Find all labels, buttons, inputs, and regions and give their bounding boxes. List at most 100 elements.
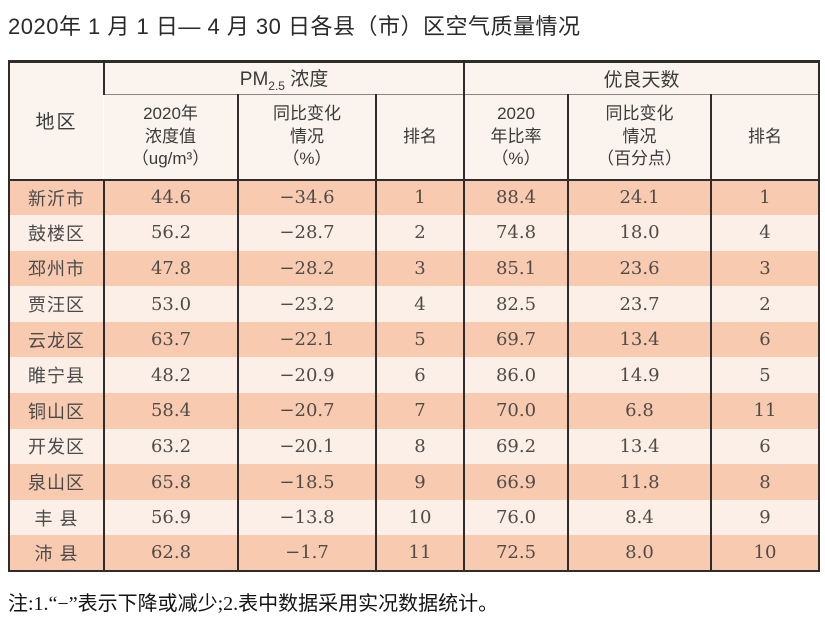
pm-value-cell: 63.2: [103, 428, 238, 465]
col-header-good-rank: 排名: [709, 94, 820, 181]
pm-change-cell: −28.2: [237, 250, 376, 287]
good-rank-cell: 9: [709, 499, 820, 536]
region-cell: 丰 县: [9, 499, 104, 536]
good-rate-cell: 85.1: [463, 250, 568, 287]
region-cell: 云龙区: [9, 321, 104, 358]
good-change-cell: 24.1: [567, 179, 711, 216]
good-rate-cell: 69.2: [463, 428, 568, 465]
pm-change-cell: −13.8: [237, 499, 376, 536]
good-rate-cell: 88.4: [463, 179, 568, 216]
table-row: 新沂市 44.6 −34.6 1 88.4 24.1 1: [9, 179, 820, 216]
pm-value-cell: 65.8: [103, 464, 238, 500]
table-row: 铜山区 58.4 −20.7 7 70.0 6.8 11: [9, 393, 820, 429]
col-header-pm-change: 同比变化 情况 （%）: [237, 94, 376, 181]
region-cell: 鼓楼区: [9, 215, 104, 251]
region-cell: 新沂市: [9, 179, 104, 216]
good-change-cell: 14.9: [567, 357, 711, 394]
pm-change-cell: −20.1: [237, 428, 376, 465]
region-cell: 铜山区: [9, 393, 104, 429]
good-rank-cell: 2: [709, 286, 820, 322]
pm-value-cell: 47.8: [103, 250, 238, 287]
pm-change-cell: −18.5: [237, 464, 376, 500]
good-rank-cell: 8: [709, 464, 820, 500]
pm-rank-cell: 7: [375, 393, 464, 429]
table-row: 邳州市 47.8 −28.2 3 85.1 23.6 3: [9, 250, 820, 287]
table-row: 睢宁县 48.2 −20.9 6 86.0 14.9 5: [9, 357, 820, 394]
good-change-cell: 8.4: [567, 499, 711, 536]
pm-rank-cell: 5: [375, 321, 464, 358]
table-body: 新沂市 44.6 −34.6 1 88.4 24.1 1 鼓楼区 56.2 −2…: [9, 179, 820, 572]
good-rate-cell: 76.0: [463, 499, 568, 536]
pm-value-cell: 62.8: [103, 535, 238, 572]
good-change-cell: 23.7: [567, 286, 711, 322]
pm-rank-cell: 1: [375, 179, 464, 216]
good-rate-cell: 70.0: [463, 393, 568, 429]
region-cell: 开发区: [9, 428, 104, 465]
good-rate-cell: 86.0: [463, 357, 568, 394]
good-rank-cell: 4: [709, 215, 820, 251]
good-rank-cell: 5: [709, 357, 820, 394]
table-row: 云龙区 63.7 −22.1 5 69.7 13.4 6: [9, 321, 820, 358]
table-row: 开发区 63.2 −20.1 8 69.2 13.4 6: [9, 428, 820, 465]
col-header-good-change: 同比变化 情况 （百分点）: [567, 94, 711, 181]
good-change-cell: 6.8: [567, 393, 711, 429]
col-header-region: 地区: [9, 61, 104, 181]
table-row: 沛 县 62.8 −1.7 11 72.5 8.0 10: [9, 535, 820, 572]
pm-value-cell: 58.4: [103, 393, 238, 429]
good-rank-cell: 1: [709, 179, 820, 216]
pm-change-cell: −28.7: [237, 215, 376, 251]
table-row: 丰 县 56.9 −13.8 10 76.0 8.4 9: [9, 499, 820, 536]
col-group-pm25: PM2.5 浓度: [103, 61, 464, 95]
good-rate-cell: 66.9: [463, 464, 568, 500]
good-rank-cell: 6: [709, 321, 820, 358]
pm-change-cell: −34.6: [237, 179, 376, 216]
col-header-pm-value: 2020年 浓度值 （ug/m³）: [104, 94, 238, 181]
region-cell: 睢宁县: [9, 357, 104, 394]
good-change-cell: 8.0: [567, 535, 711, 572]
header-sub-row: 2020年 浓度值 （ug/m³） 同比变化 情况 （%） 排名 2020 年比…: [9, 94, 820, 181]
good-rate-cell: 74.8: [463, 215, 568, 251]
good-rank-cell: 11: [709, 393, 820, 429]
pm-change-cell: −20.9: [237, 357, 376, 394]
pm25-subscript: 2.5: [268, 78, 285, 93]
pm-value-cell: 44.6: [103, 179, 238, 216]
pm-value-cell: 56.2: [103, 215, 238, 251]
pm-rank-cell: 8: [375, 428, 464, 465]
good-change-cell: 18.0: [567, 215, 711, 251]
good-rank-cell: 10: [709, 535, 820, 572]
pm-rank-cell: 11: [375, 535, 464, 572]
header-group-row: 地区 PM2.5 浓度 优良天数: [9, 61, 820, 181]
page-title: 2020年 1 月 1 日— 4 月 30 日各县（市）区空气质量情况: [8, 14, 581, 39]
pm-rank-cell: 9: [375, 464, 464, 500]
region-cell: 邳州市: [9, 250, 104, 287]
pm-value-cell: 48.2: [103, 357, 238, 394]
good-change-cell: 11.8: [567, 464, 711, 500]
good-change-cell: 13.4: [567, 428, 711, 465]
region-cell: 沛 县: [9, 535, 104, 572]
table-row: 泉山区 65.8 −18.5 9 66.9 11.8 8: [9, 464, 820, 500]
pm-change-cell: −1.7: [237, 535, 376, 572]
pm25-suffix: 浓度: [284, 69, 329, 91]
good-rate-cell: 69.7: [463, 321, 568, 358]
good-rank-cell: 3: [709, 250, 820, 287]
region-cell: 贾汪区: [9, 286, 104, 322]
good-rank-cell: 6: [709, 428, 820, 465]
pm-rank-cell: 4: [375, 286, 464, 322]
pm-value-cell: 53.0: [103, 286, 238, 322]
pm-rank-cell: 6: [375, 357, 464, 394]
table-row: 贾汪区 53.0 −23.2 4 82.5 23.7 2: [9, 286, 820, 322]
col-header-pm-rank: 排名: [375, 94, 464, 181]
good-change-cell: 23.6: [567, 250, 711, 287]
good-rate-cell: 72.5: [463, 535, 568, 572]
table-header: 地区 PM2.5 浓度 优良天数 2020年 浓度值 （ug/m³） 同比变化 …: [9, 61, 820, 181]
pm-rank-cell: 10: [375, 499, 464, 536]
footnote: 注:1.“−”表示下降或减少;2.表中数据采用实况数据统计。: [8, 593, 499, 615]
good-change-cell: 13.4: [567, 321, 711, 358]
good-rate-cell: 82.5: [463, 286, 568, 322]
pm-rank-cell: 3: [375, 250, 464, 287]
pm-change-cell: −22.1: [237, 321, 376, 358]
pm-change-cell: −23.2: [237, 286, 376, 322]
pm25-prefix: PM: [239, 69, 269, 91]
col-group-good-days: 优良天数: [462, 61, 820, 95]
